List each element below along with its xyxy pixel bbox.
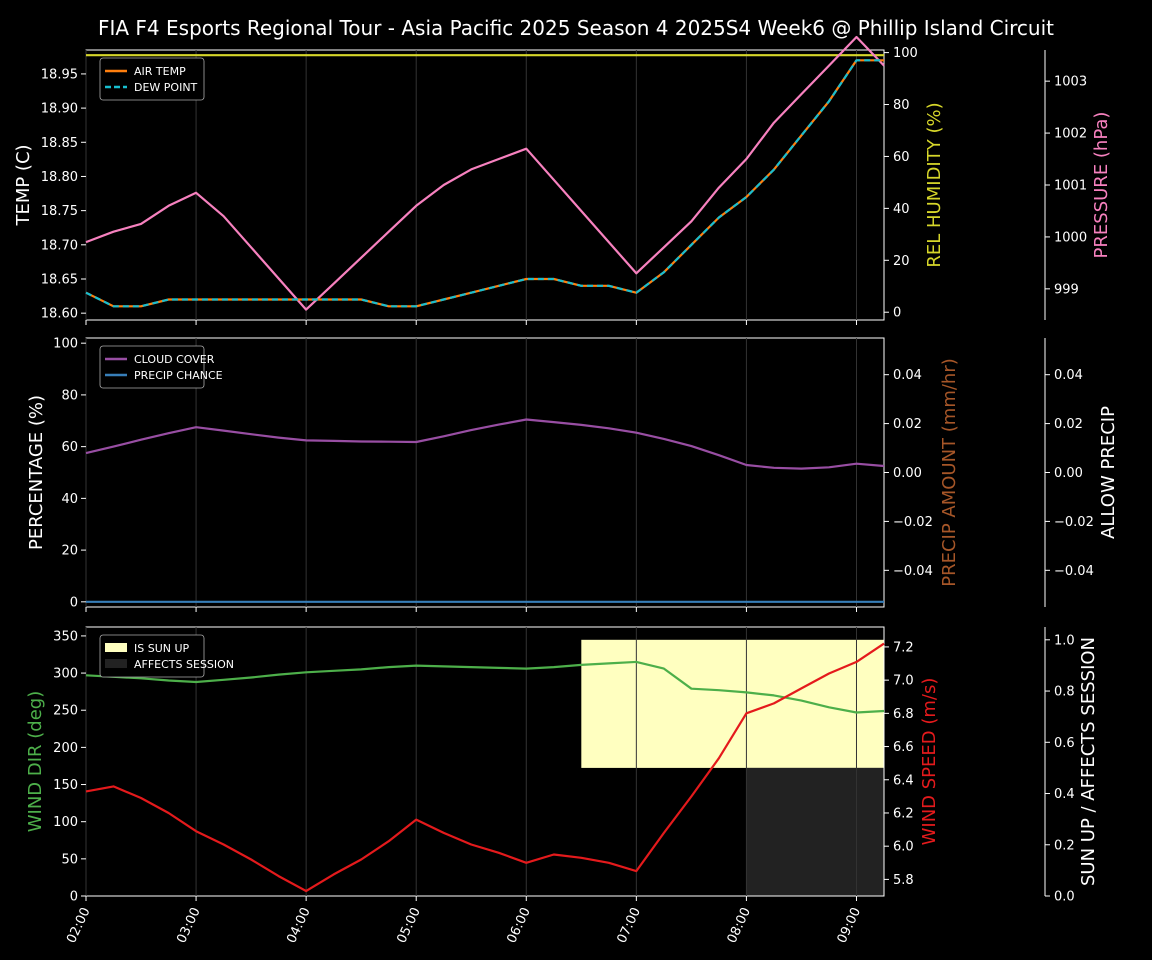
precip-amount-axis-tick-label-2: 0.00	[893, 466, 922, 481]
precip-amount-axis-tick-label-4: 0.04	[893, 368, 922, 383]
wind-dir-axis-tick-label-3: 150	[53, 778, 78, 793]
wind-speed-axis-tick-label-5: 6.8	[893, 707, 914, 722]
wind-panel-legend-label-1: AFFECTS SESSION	[134, 658, 234, 671]
temp-panel-legend-label-1: DEW POINT	[134, 81, 198, 94]
wind-panel-legend-label-0: IS SUN UP	[134, 642, 190, 655]
humidity-axis-label: REL HUMIDITY (%)	[924, 102, 945, 267]
wind-dir-axis-tick-label-0: 0	[70, 890, 78, 905]
wind-panel-legend-swatch-1	[105, 659, 127, 668]
humidity-axis-tick-label-2: 40	[893, 202, 910, 217]
cloud-panel-legend-box	[99, 345, 205, 389]
affects-session-area	[746, 767, 884, 896]
temp-axis-tick-label-7: 18.95	[41, 67, 78, 82]
wind-dir-axis-tick-label-7: 350	[53, 629, 78, 644]
wind-speed-axis-tick-label-1: 6.0	[893, 840, 914, 855]
wind-speed-axis-tick-label-7: 7.2	[893, 640, 914, 655]
precip-amount-axis-tick-label-0: −0.04	[893, 564, 933, 579]
wind-dir-axis-tick-label-5: 250	[53, 704, 78, 719]
temp-axis-tick-label-5: 18.85	[41, 136, 78, 151]
percentage-axis-tick-label-1: 20	[61, 544, 78, 559]
precip-amount-axis-label: PRECIP AMOUNT (mm/hr)	[939, 358, 960, 587]
percentage-axis-tick-label-0: 0	[70, 595, 78, 610]
temp-axis-tick-label-2: 18.70	[41, 238, 78, 253]
pressure-axis-tick-label-1: 1000	[1054, 230, 1087, 245]
percentage-axis-tick-label-4: 80	[61, 388, 78, 403]
humidity-axis-tick-label-5: 100	[893, 46, 918, 61]
wind-dir-line	[85, 660, 885, 714]
sun-axis-tick-label-1: 0.2	[1054, 838, 1075, 853]
wind-dir-axis-label: WIND DIR (deg)	[25, 691, 46, 833]
wind-dir-axis-tick-label-1: 50	[61, 852, 78, 867]
precip-amount-axis-tick-label-3: 0.02	[893, 417, 922, 432]
dew-point-line	[85, 59, 884, 308]
humidity-axis-tick-label-0: 0	[893, 306, 901, 321]
sun-up-area	[581, 639, 884, 768]
pressure-axis-label: PRESSURE (hPa)	[1091, 112, 1112, 259]
cloud-panel-legend-label-0: CLOUD COVER	[134, 353, 215, 366]
wind-speed-axis-tick-label-0: 5.8	[893, 873, 914, 888]
allow-precip-axis-tick-label-2: 0.00	[1054, 466, 1083, 481]
allow-precip-axis-tick-label-3: 0.02	[1054, 417, 1083, 432]
humidity-axis-tick-label-4: 80	[893, 98, 910, 113]
percentage-axis-label: PERCENTAGE (%)	[26, 395, 47, 550]
temp-panel-legend-label-0: AIR TEMP	[134, 65, 186, 78]
sun-axis-tick-label-5: 1.0	[1054, 633, 1075, 648]
pressure-axis-tick-label-0: 999	[1054, 282, 1079, 297]
wind-speed-axis-label: WIND SPEED (m/s)	[919, 678, 940, 846]
sun-axis-tick-label-2: 0.4	[1054, 787, 1075, 802]
chart-title: FIA F4 Esports Regional Tour - Asia Paci…	[98, 16, 1054, 40]
temp-axis-tick-label-6: 18.90	[41, 102, 78, 117]
allow-precip-axis-tick-label-1: −0.02	[1054, 515, 1094, 530]
cloud-panel-legend-label-1: PRECIP CHANCE	[134, 369, 223, 382]
humidity-axis-tick-label-1: 20	[893, 254, 910, 269]
temp-panel-legend-box	[99, 57, 205, 101]
pressure-axis-tick-label-2: 1001	[1054, 179, 1087, 194]
temp-axis-tick-label-4: 18.80	[41, 170, 78, 185]
percentage-axis-tick-label-3: 60	[61, 440, 78, 455]
temp-axis-label: TEMP (C)	[13, 144, 34, 226]
temp-axis-tick-label-1: 18.65	[41, 272, 78, 287]
wind-speed-axis-tick-label-2: 6.2	[893, 806, 914, 821]
temp-axis-tick-label-0: 18.60	[41, 307, 78, 322]
wind-panel-legend-swatch-0	[105, 643, 127, 652]
wind-speed-axis-tick-label-4: 6.6	[893, 740, 914, 755]
pressure-axis-tick-label-4: 1003	[1054, 75, 1087, 90]
percentage-axis-tick-label-5: 100	[53, 337, 78, 352]
cloud-cover-line	[85, 418, 885, 470]
wind-speed-line	[85, 642, 885, 893]
percentage-axis-tick-label-2: 40	[61, 492, 78, 507]
pressure-axis-tick-label-3: 1002	[1054, 127, 1087, 142]
allow-precip-axis-label: ALLOW PRECIP	[1098, 406, 1119, 539]
humidity-axis-tick-label-3: 60	[893, 150, 910, 165]
wind-dir-axis-tick-label-6: 300	[53, 667, 78, 682]
precip-amount-axis-tick-label-1: −0.02	[893, 515, 933, 530]
pressure-line	[85, 35, 885, 311]
sun-axis-tick-label-3: 0.6	[1054, 736, 1075, 751]
sun-axis-label: SUN UP / AFFECTS SESSION	[1078, 637, 1099, 886]
wind-dir-axis-tick-label-4: 200	[53, 741, 78, 756]
temp-axis-tick-label-3: 18.75	[41, 204, 78, 219]
sun-axis-tick-label-0: 0.0	[1054, 890, 1075, 905]
wind-dir-axis-tick-label-2: 100	[53, 815, 78, 830]
allow-precip-axis-tick-label-4: 0.04	[1054, 368, 1083, 383]
wind-speed-axis-tick-label-6: 7.0	[893, 674, 914, 689]
wind-speed-axis-tick-label-3: 6.4	[893, 773, 914, 788]
allow-precip-axis-tick-label-0: −0.04	[1054, 564, 1094, 579]
sun-axis-tick-label-4: 0.8	[1054, 685, 1075, 700]
